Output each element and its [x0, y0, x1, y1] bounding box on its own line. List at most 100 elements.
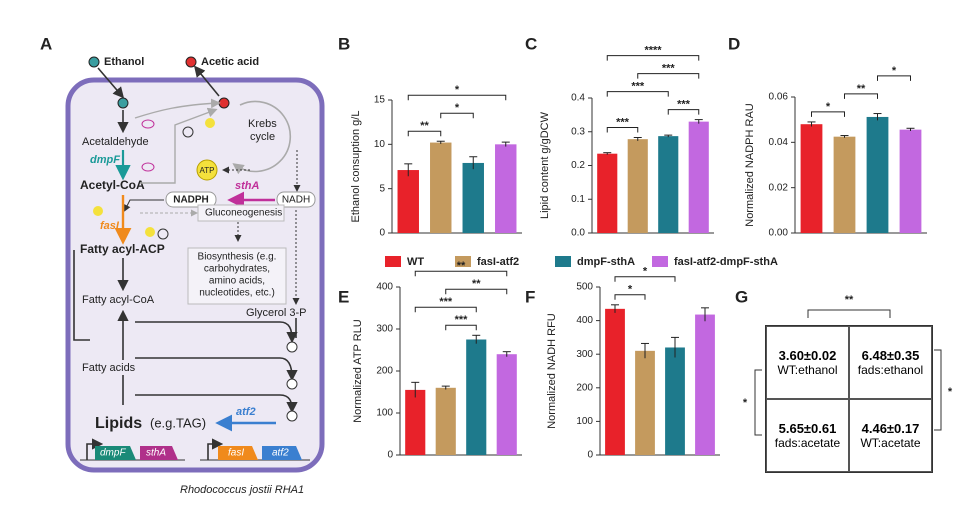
y-tick-label: 0.4 [571, 93, 585, 104]
legend-swatch [455, 256, 471, 267]
label: (e.g.TAG) [150, 415, 206, 430]
significance-label: *** [439, 296, 453, 308]
significance-bracket [445, 288, 508, 295]
cofactor [141, 119, 155, 129]
y-tick-label: 15 [374, 95, 386, 106]
significance-label: *** [662, 63, 676, 75]
bar [833, 136, 856, 233]
label: Fatty acyl-ACP [80, 242, 165, 256]
y-tick-label: 0.1 [571, 194, 585, 205]
gene [140, 446, 178, 460]
significance-label: ** [457, 260, 466, 272]
y-tick-label: 0 [379, 228, 385, 239]
label: Fatty acids [82, 362, 136, 374]
y-tick-label: 5 [379, 183, 385, 194]
significance-label: ** [472, 278, 481, 290]
table: 3.60±0.02 WT:ethanol 6.48±0.35 fads:ethano… [765, 325, 933, 473]
node [182, 126, 194, 138]
arrow [135, 321, 298, 344]
bar [495, 144, 517, 233]
significance-label: ** [420, 120, 429, 132]
label: Biosynthesis (e.g. [198, 252, 277, 263]
significance-label: ** [857, 83, 866, 95]
cell-stat: 4.46±0.17 [861, 421, 920, 436]
significance-bracket [445, 324, 477, 331]
y-tick-label: 0.3 [571, 126, 585, 137]
y-axis-label: Normalized NADPH RAU [744, 103, 756, 227]
y-tick-label: 0 [587, 450, 593, 461]
significance-bracket [407, 94, 507, 101]
significance-bracket [637, 73, 700, 79]
label: Acetaldehyde [82, 136, 149, 148]
legend-label: WT [407, 256, 424, 268]
label: Gluconeogenesis [205, 208, 282, 219]
label: Glycerol 3-P [246, 307, 307, 319]
significance-bracket [407, 130, 442, 137]
panel-letter: F [525, 287, 535, 306]
atp-icon [196, 159, 218, 181]
y-tick-label: 400 [376, 282, 393, 293]
bar [688, 121, 709, 233]
y-axis-label: Normalized ATP RLU [352, 319, 364, 423]
label: NADH [282, 195, 310, 206]
bar [605, 308, 625, 455]
node [286, 341, 298, 353]
cell-stat: 3.60±0.02 [778, 348, 837, 363]
bar [866, 116, 889, 233]
label: dmpF [90, 154, 120, 166]
table-significance: G ** * * [735, 287, 953, 436]
y-tick-label: 0.06 [769, 92, 789, 103]
significance-label: * [628, 284, 633, 296]
significance-label: * [892, 65, 897, 77]
significance-bracket [440, 112, 474, 119]
arrow [140, 107, 218, 184]
significance-bracket [606, 126, 639, 133]
bar [435, 387, 456, 455]
y-tick-label: 0.04 [769, 137, 789, 148]
node [286, 378, 298, 390]
significance-label: * [743, 397, 748, 409]
significance-bracket [414, 270, 508, 277]
label: Rhodococcus jostii RHA1 [180, 484, 304, 496]
significance-label: *** [677, 99, 691, 111]
significance-label: * [948, 386, 953, 398]
y-tick-label: 200 [376, 366, 393, 377]
gene [95, 446, 136, 460]
bar [496, 354, 517, 455]
label: fasI [228, 448, 244, 459]
label: atf2 [236, 406, 256, 418]
table-cell: 3.60±0.02 WT:ethanol [766, 326, 849, 399]
label: carbohydrates, [204, 264, 270, 275]
bar [800, 124, 823, 233]
y-tick-label: 400 [576, 315, 593, 326]
significance-label: *** [616, 116, 630, 128]
significance-bracket [811, 111, 845, 117]
bar [695, 314, 715, 455]
bar [597, 153, 618, 233]
label: cycle [250, 131, 275, 143]
significance-label: ** [845, 294, 854, 306]
significance-label: * [455, 84, 460, 96]
label: sthA [146, 448, 166, 459]
ethanol-icon [88, 56, 100, 68]
cofactor [205, 118, 215, 128]
panel-letter: G [735, 287, 748, 306]
label: ATP [200, 166, 215, 175]
cell-condition: fads:ethanol [857, 363, 924, 377]
y-tick-label: 300 [576, 349, 593, 360]
cofactor [145, 227, 155, 237]
significance-label: *** [631, 81, 645, 93]
label: dmpF [100, 448, 126, 459]
significance-bracket [614, 294, 646, 300]
bracket [934, 349, 942, 431]
label: NADPH [173, 195, 209, 206]
bar [405, 389, 426, 455]
y-tick-label: 300 [376, 324, 393, 335]
arrow [73, 250, 90, 341]
transport-node [218, 97, 230, 109]
y-tick-label: 0.00 [769, 228, 789, 239]
bar [627, 139, 648, 233]
label: Lipids [95, 415, 142, 432]
label: Acetyl-CoA [80, 178, 145, 192]
